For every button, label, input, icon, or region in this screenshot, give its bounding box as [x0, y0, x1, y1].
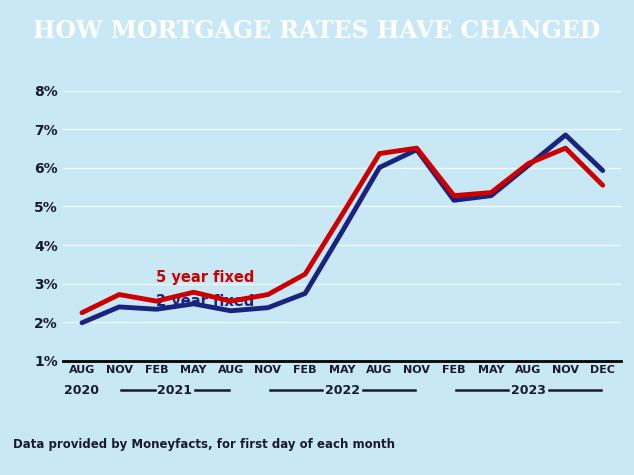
Text: 2021: 2021 — [157, 384, 193, 397]
Text: 2020: 2020 — [65, 384, 100, 397]
Text: Data provided by Moneyfacts, for first day of each month: Data provided by Moneyfacts, for first d… — [13, 437, 395, 451]
Text: 2023: 2023 — [511, 384, 546, 397]
Text: 2022: 2022 — [325, 384, 360, 397]
Text: 2 year fixed: 2 year fixed — [157, 294, 255, 309]
Text: HOW MORTGAGE RATES HAVE CHANGED: HOW MORTGAGE RATES HAVE CHANGED — [34, 19, 600, 43]
Text: 5 year fixed: 5 year fixed — [157, 270, 255, 285]
